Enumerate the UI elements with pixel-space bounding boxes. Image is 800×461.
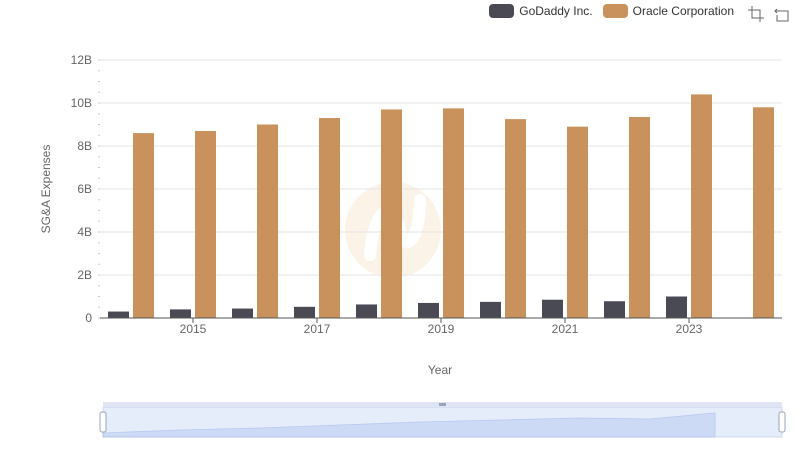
data-zoom-drag-grip[interactable]	[439, 403, 446, 406]
x-tick-label: 2023	[676, 322, 703, 336]
data-zoom-slider[interactable]	[99, 402, 786, 438]
y-tick-label: 4B	[77, 225, 92, 239]
bar-godaddy-2014[interactable]	[108, 311, 129, 318]
bars	[108, 94, 774, 319]
x-tick-label: 2017	[304, 322, 331, 336]
legend-label-godaddy: GoDaddy Inc.	[519, 4, 593, 18]
legend-label-oracle: Oracle Corporation	[632, 4, 734, 18]
data-zoom-handle-right[interactable]	[778, 411, 786, 433]
legend: GoDaddy Inc. Oracle Corporation	[489, 4, 734, 18]
bar-godaddy-2019[interactable]	[418, 302, 439, 318]
bar-godaddy-2020[interactable]	[480, 301, 501, 318]
legend-swatch-oracle	[602, 4, 628, 18]
bar-godaddy-2021[interactable]	[542, 299, 563, 318]
restore-icon[interactable]	[774, 6, 790, 22]
bar-oracle-2015[interactable]	[195, 130, 216, 318]
y-tick-label: 12B	[71, 53, 92, 67]
bar-oracle-2021[interactable]	[567, 126, 588, 319]
bar-oracle-2017[interactable]	[319, 118, 340, 318]
bar-oracle-2014[interactable]	[133, 133, 154, 318]
x-tick-label: 2021	[552, 322, 579, 336]
y-tick-label: 0	[85, 311, 92, 325]
bar-godaddy-2016[interactable]	[232, 308, 253, 318]
y-axis-label: SG&A Expenses	[39, 145, 53, 234]
bar-oracle-2022[interactable]	[629, 116, 650, 318]
x-tick-label: 2019	[428, 322, 455, 336]
bar-godaddy-2017[interactable]	[294, 306, 315, 318]
legend-item-oracle[interactable]: Oracle Corporation	[602, 4, 734, 18]
x-axis-label: Year	[428, 363, 452, 377]
y-tick-label: 2B	[77, 268, 92, 282]
bar-oracle-2023[interactable]	[691, 94, 712, 319]
y-tick-label: 6B	[77, 182, 92, 196]
data-zoom-selected-range	[103, 407, 782, 437]
y-tick-label: 10B	[71, 96, 92, 110]
legend-item-godaddy[interactable]: GoDaddy Inc.	[489, 4, 593, 18]
bar-oracle-2018[interactable]	[381, 109, 402, 318]
data-zoom-handle-left[interactable]	[99, 411, 107, 433]
bar-oracle-2016[interactable]	[257, 124, 278, 319]
toolbox	[748, 6, 790, 22]
x-axis: 2015 2017 2019 2021 2023	[100, 317, 782, 336]
zoom-icon[interactable]	[748, 6, 764, 22]
bar-godaddy-2018[interactable]	[356, 304, 377, 318]
data-zoom-preview-area	[102, 412, 716, 438]
y-tick-label: 8B	[77, 139, 92, 153]
bar-godaddy-2023[interactable]	[666, 296, 687, 319]
bar-oracle-2019[interactable]	[443, 108, 464, 318]
bar-godaddy-2022[interactable]	[604, 301, 625, 318]
bar-oracle-2020[interactable]	[505, 119, 526, 318]
x-tick-label: 2015	[180, 322, 207, 336]
legend-swatch-godaddy	[489, 4, 515, 18]
y-axis: 0 2B 4B 6B 8B 10B 12B	[71, 53, 100, 325]
bar-godaddy-2015[interactable]	[170, 309, 191, 318]
bar-oracle-2024[interactable]	[753, 107, 774, 318]
